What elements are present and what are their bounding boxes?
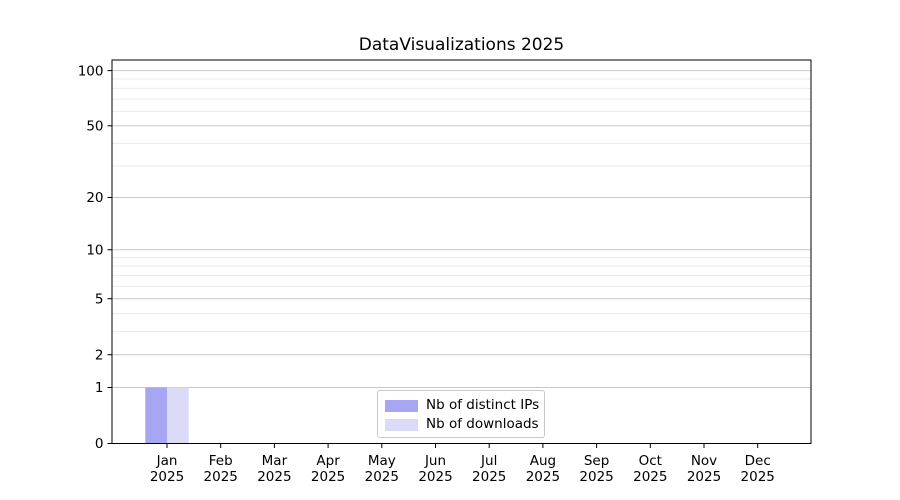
y-tick-label: 1 [95,380,104,396]
x-tick-label-year: 2025 [418,469,452,485]
x-tick-label-year: 2025 [150,469,184,485]
plot-background [112,60,811,444]
y-tick-label: 0 [95,436,104,452]
x-tick-label-year: 2025 [365,469,399,485]
x-tick-label-month: Oct [639,453,662,469]
legend-swatch [385,418,418,431]
legend-item: Nb of downloads [385,416,544,432]
y-tick-label: 20 [86,190,103,206]
bar-downloads [167,387,189,444]
x-tick-label-year: 2025 [741,469,775,485]
legend-swatch [385,399,418,412]
legend-label: Nb of distinct IPs [426,397,540,413]
x-tick-label-year: 2025 [311,469,345,485]
legend-item: Nb of distinct IPs [385,397,544,413]
x-tick-label-month: Jan [156,453,178,469]
y-tick-label: 5 [95,291,104,307]
x-tick-label-month: Apr [316,453,340,469]
y-tick-label: 100 [78,63,104,79]
x-tick-label-month: Nov [691,453,717,469]
bar-distinct-ips [145,387,167,444]
x-tick-label-month: Aug [530,453,556,469]
plot-border [111,59,812,444]
x-tick-label-year: 2025 [633,469,667,485]
x-tick-label-year: 2025 [472,469,506,485]
y-tick-label: 2 [95,347,104,363]
x-tick-label-year: 2025 [526,469,560,485]
chart-title: DataVisualizations 2025 [358,35,565,55]
x-tick-label-month: Sep [584,453,609,469]
x-tick-label-month: Feb [209,453,233,469]
x-tick-label-year: 2025 [257,469,291,485]
x-tick-label-month: May [368,453,396,469]
y-tick-label: 50 [86,119,103,135]
x-tick-label-year: 2025 [579,469,613,485]
x-tick-label-month: Jun [424,453,446,469]
x-tick-label-month: Mar [262,453,288,469]
x-tick-label-month: Jul [480,453,497,469]
y-tick-label: 10 [86,242,103,258]
x-tick-label-year: 2025 [204,469,238,485]
legend: Nb of distinct IPs Nb of downloads [377,390,545,438]
legend-label: Nb of downloads [426,416,539,432]
x-tick-label-year: 2025 [687,469,721,485]
x-tick-label-month: Dec [745,453,771,469]
